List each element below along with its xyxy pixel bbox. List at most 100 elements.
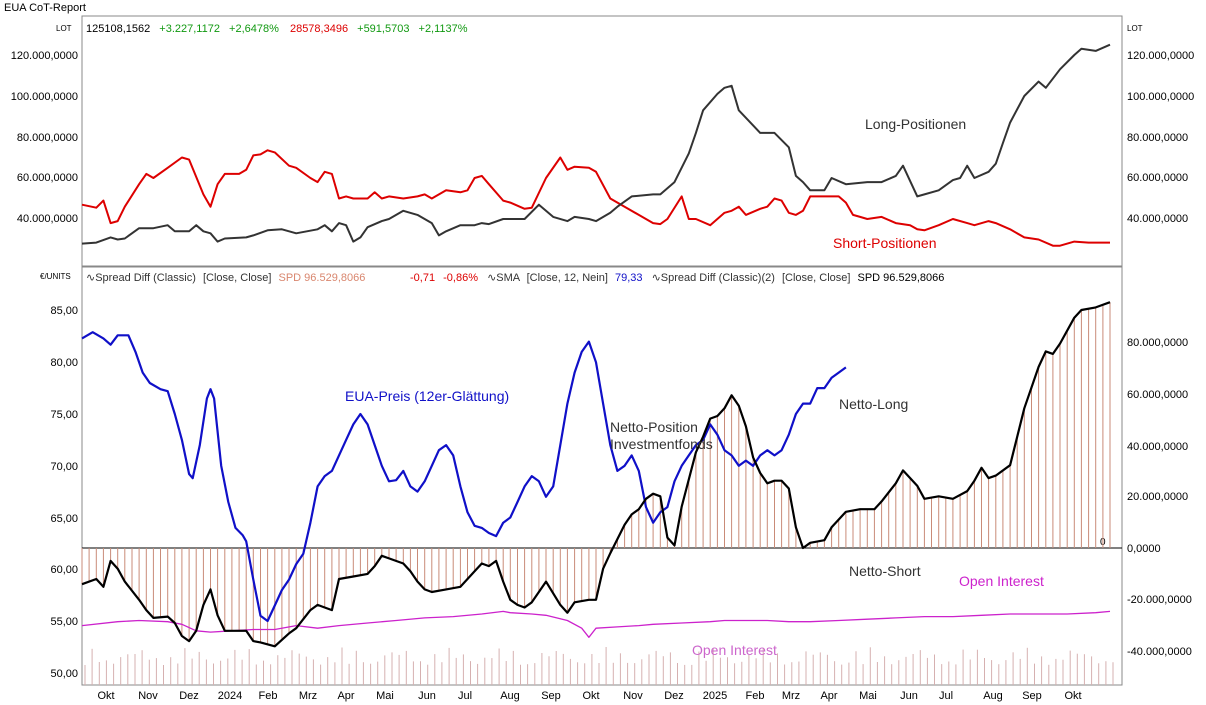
ind1-change: -0,71 — [410, 272, 435, 284]
top-unit-label-right: LOT — [1127, 24, 1143, 33]
sma-params: [Close, 12, Nein] — [527, 272, 608, 284]
x-tick-label: Dez — [664, 690, 684, 702]
annotation-short: Short-Positionen — [833, 235, 937, 251]
long-positions-line — [81, 43, 1111, 245]
price-tick: 85,00 — [50, 305, 78, 317]
open-interest-layer — [84, 647, 1114, 685]
x-tick-label: 2025 — [703, 690, 727, 702]
x-tick-label: Dez — [179, 690, 199, 702]
x-tick-label: Okt — [1064, 690, 1081, 702]
x-tick-label: Aug — [983, 690, 1003, 702]
top-tick-right: 40.000,0000 — [1127, 213, 1188, 225]
line-series-layer — [81, 43, 1111, 648]
price-tick: 50,00 — [50, 668, 78, 680]
annotation-open-interest-top: Open Interest — [959, 573, 1044, 589]
eua-price-line — [81, 331, 847, 623]
annotation-net-long: Netto-Long — [839, 396, 908, 412]
top-tick-right: 120.000,0000 — [1127, 50, 1194, 62]
bottom-y-axis-left: 85,00 80,00 75,00 70,00 65,00 60,00 55,0… — [50, 305, 78, 680]
long-last-value: 125108,1562 — [86, 23, 150, 35]
ind1-params: [Close, Close] — [203, 272, 271, 284]
top-header: 125108,1562 +3.227,1172 +2,6478% 28578,3… — [86, 23, 468, 35]
x-tick-label: Apr — [337, 690, 354, 702]
top-tick-right: 60.000,0000 — [1127, 172, 1188, 184]
x-tick-label: Jun — [418, 690, 436, 702]
net-position-histogram — [81, 302, 1111, 647]
annotation-eua-price: EUA-Preis (12er-Glättung) — [345, 388, 509, 404]
long-change-pct: +2,6478% — [229, 23, 279, 35]
price-tick: 75,00 — [50, 409, 78, 421]
annotation-net-position: Netto-Position — [610, 419, 698, 435]
net-tick: 40.000,0000 — [1127, 441, 1188, 453]
x-tick-label: Apr — [820, 690, 837, 702]
annotation-open-interest-bottom: Open Interest — [692, 642, 777, 658]
ind2-name: Spread Diff (Classic)(2) — [661, 272, 775, 284]
price-tick: 55,00 — [50, 616, 78, 628]
top-tick-left: 100.000,0000 — [11, 91, 78, 103]
top-tick-left: 80.000,0000 — [17, 132, 78, 144]
x-tick-label: Mai — [859, 690, 877, 702]
top-tick-left: 120.000,0000 — [11, 50, 78, 62]
window-title: EUA CoT-Report — [4, 2, 86, 14]
net-position-line — [81, 301, 1111, 648]
net-tick: -40.000,0000 — [1127, 646, 1192, 658]
x-tick-label: Aug — [500, 690, 520, 702]
short-last-value: 28578,3496 — [290, 23, 348, 35]
top-unit-label: LOT — [56, 24, 72, 33]
top-y-axis-right: 120.000,0000 100.000,0000 80.000,0000 60… — [1127, 50, 1194, 225]
x-tick-label: 2024 — [218, 690, 242, 702]
top-y-axis-left: 120.000,0000 100.000,0000 80.000,0000 60… — [11, 50, 78, 225]
x-tick-label: Jul — [458, 690, 472, 702]
x-tick-label: Nov — [138, 690, 158, 702]
x-tick-label: Jul — [939, 690, 953, 702]
short-change-pct: +2,1137% — [419, 23, 468, 35]
x-tick-label: Mrz — [299, 690, 317, 702]
ind1-change-pct: -0,86% — [443, 272, 478, 284]
x-tick-label: Mrz — [782, 690, 800, 702]
short-positions-line — [81, 149, 1110, 247]
ind2-spd: SPD 96.529,8066 — [858, 272, 945, 284]
net-tick: -20.000,0000 — [1127, 594, 1192, 606]
long-change: +3.227,1172 — [159, 23, 220, 35]
price-tick: 70,00 — [50, 461, 78, 473]
sma-icon: ∿ — [487, 272, 496, 284]
ind1-name: Spread Diff (Classic) — [95, 272, 196, 284]
x-tick-label: Sep — [1022, 690, 1042, 702]
net-tick: 80.000,0000 — [1127, 337, 1188, 349]
x-tick-label: Feb — [259, 690, 278, 702]
sma-name: SMA — [496, 272, 521, 284]
ind2-icon: ∿ — [652, 272, 661, 284]
annotation-net-short: Netto-Short — [849, 563, 921, 579]
ind2-params: [Close, Close] — [782, 272, 850, 284]
price-tick: 60,00 — [50, 564, 78, 576]
x-tick-label: Sep — [541, 690, 561, 702]
top-tick-right: 80.000,0000 — [1127, 132, 1188, 144]
x-tick-label: Okt — [582, 690, 599, 702]
sma-value: 79,33 — [615, 272, 643, 284]
annotation-long: Long-Positionen — [865, 116, 966, 132]
bottom-panel-frame — [81, 266, 1123, 686]
ind1-icon: ∿ — [86, 272, 95, 284]
bottom-header-right: -0,71 -0,86% ∿SMA [Close, 12, Nein] 79,3… — [410, 272, 944, 284]
short-change: +591,5703 — [357, 23, 409, 35]
x-tick-label: Jun — [900, 690, 918, 702]
top-tick-left: 60.000,0000 — [17, 172, 78, 184]
annotation-investment-funds: Investmentfonds — [610, 436, 713, 452]
open-interest-line — [81, 610, 1111, 638]
ind1-spd: SPD 96.529,8066 — [279, 272, 366, 284]
x-tick-label: Feb — [746, 690, 765, 702]
top-tick-right: 100.000,0000 — [1127, 91, 1194, 103]
bottom-header-left: ∿Spread Diff (Classic) [Close, Close] SP… — [86, 272, 365, 284]
x-tick-label: Nov — [623, 690, 643, 702]
net-tick: 0,0000 — [1127, 543, 1161, 555]
x-axis: Okt Nov Dez 2024 Feb Mrz Apr Mai Jun Jul Aug Sep Okt… — [97, 690, 1081, 702]
x-tick-label: Okt — [97, 690, 114, 702]
net-tick: 20.000,0000 — [1127, 491, 1188, 503]
top-panel-frame — [81, 15, 1123, 267]
x-tick-label: Mai — [376, 690, 394, 702]
bottom-y-axis-right: 80.000,0000 60.000,0000 40.000,0000 20.0… — [1127, 337, 1192, 658]
price-tick: 80,00 — [50, 357, 78, 369]
net-tick: 60.000,0000 — [1127, 389, 1188, 401]
bottom-unit-label: €/UNITS — [40, 272, 71, 281]
